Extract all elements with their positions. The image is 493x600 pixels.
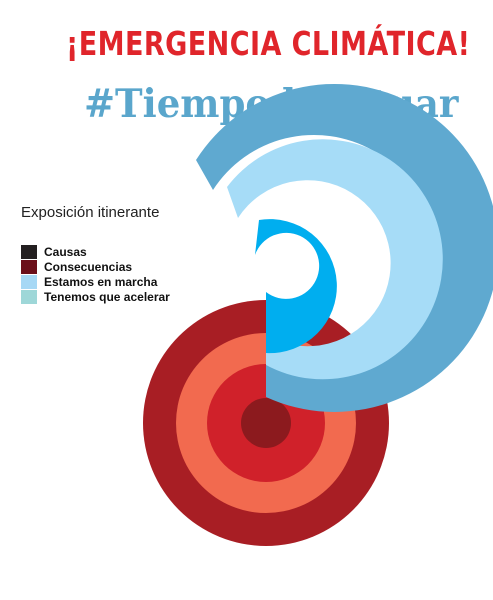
legend-swatch-causas: [21, 244, 37, 259]
legend-label-consecuencias: Consecuencias: [44, 259, 133, 274]
legend-swatch-consecuencias: [21, 259, 37, 274]
legend: Causas Consecuencias Estamos en marcha T…: [21, 244, 170, 304]
legend-item-tenemos-que-acelerar: Tenemos que acelerar: [21, 289, 170, 304]
legend-title: Exposición itinerante: [21, 204, 160, 221]
blue-bright-arc: [255, 219, 337, 354]
legend-item-consecuencias: Consecuencias: [21, 259, 170, 274]
legend-swatch-estamos-en-marcha: [21, 274, 37, 289]
legend-label-causas: Causas: [44, 244, 87, 259]
blue-light-arc: [227, 139, 443, 380]
red-core: [241, 398, 291, 448]
legend-label-estamos-en-marcha: Estamos en marcha: [44, 274, 158, 289]
legend-item-causas: Causas: [21, 244, 170, 259]
legend-item-estamos-en-marcha: Estamos en marcha: [21, 274, 170, 289]
legend-swatch-tenemos-que-acelerar: [21, 289, 37, 304]
legend-label-tenemos-que-acelerar: Tenemos que acelerar: [44, 289, 170, 304]
